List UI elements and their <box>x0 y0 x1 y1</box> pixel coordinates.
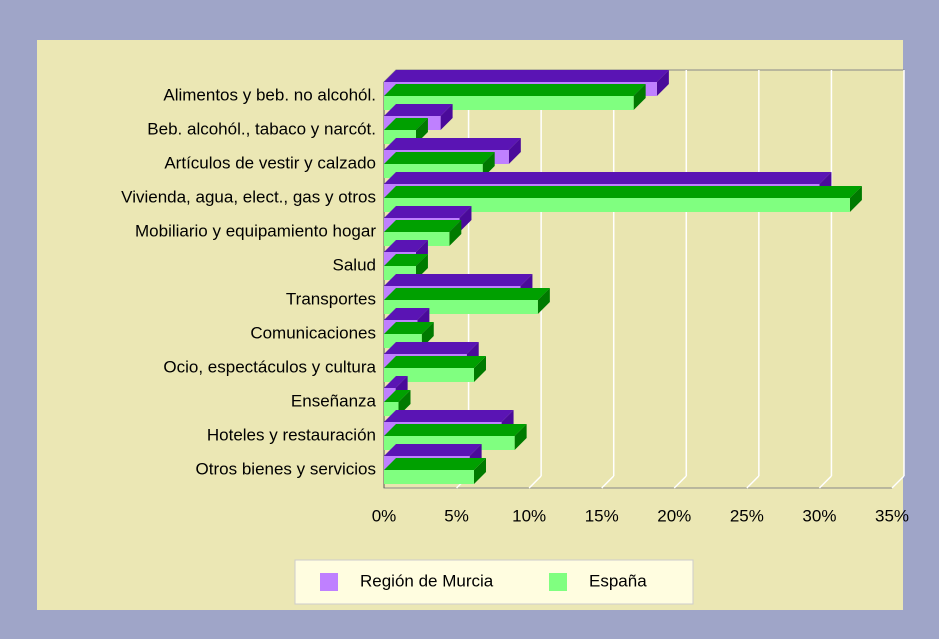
bar-side <box>656 70 669 96</box>
bar-top <box>384 288 550 300</box>
legend-swatch <box>320 573 338 591</box>
bar-side <box>421 322 434 348</box>
bar-side <box>415 118 428 144</box>
bar-top <box>384 308 430 320</box>
bar-side <box>514 424 527 450</box>
bar-side <box>508 138 521 164</box>
grid-floor <box>601 475 615 489</box>
grid-floor <box>891 475 905 489</box>
y-tick-label: Transportes <box>286 289 376 308</box>
bar-top <box>384 254 428 266</box>
x-tick-label: 35% <box>875 506 909 525</box>
bar-top <box>384 356 486 368</box>
bar-side <box>449 220 462 246</box>
y-tick-label: Otros bienes y servicios <box>196 459 376 478</box>
bar-side <box>473 356 486 382</box>
legend-label: España <box>589 571 647 590</box>
bar-top <box>384 342 479 354</box>
bar-top <box>384 138 521 150</box>
bar <box>384 388 396 402</box>
x-tick-label: 10% <box>512 506 546 525</box>
bar-top <box>384 206 472 218</box>
grid-floor <box>818 475 832 489</box>
bar-top <box>384 172 832 184</box>
y-tick-label: Mobiliario y equipamiento hogar <box>135 221 376 240</box>
bar-top <box>384 458 486 470</box>
grid-floor <box>673 475 687 489</box>
legend: Región de Murcia España <box>294 559 694 605</box>
y-tick-label: Salud <box>333 255 376 274</box>
bar-side <box>537 288 550 314</box>
bar-top <box>384 240 428 252</box>
legend-swatch <box>549 573 567 591</box>
x-tick-label: 30% <box>802 506 836 525</box>
y-tick-label: Vivienda, agua, elect., gas y otros <box>121 187 376 206</box>
bar <box>384 198 850 212</box>
bar-side <box>473 458 486 484</box>
bar-top <box>384 84 646 96</box>
bar-top <box>384 322 434 334</box>
x-tick-label: 0% <box>372 506 397 525</box>
bar-top <box>384 70 669 82</box>
bar-top <box>384 152 495 164</box>
y-tick-label: Hoteles y restauración <box>207 425 376 444</box>
x-tick-label: 5% <box>444 506 469 525</box>
bar-side <box>633 84 646 110</box>
bar-side <box>398 390 411 416</box>
bar-side <box>440 104 453 130</box>
bar-side <box>459 206 472 232</box>
y-tick-label: Alimentos y beb. no alcohól. <box>163 85 376 104</box>
bar <box>384 470 474 484</box>
x-tick-label: 20% <box>657 506 691 525</box>
grid-floor <box>746 475 760 489</box>
bar-top <box>384 444 482 456</box>
y-tick-label: Artículos de vestir y calzado <box>164 153 376 172</box>
bar-side <box>415 254 428 280</box>
bar-top <box>384 118 428 130</box>
bar-top <box>384 220 462 232</box>
bar-top <box>384 376 408 388</box>
legend-label: Región de Murcia <box>360 571 494 590</box>
x-tick-label: 25% <box>730 506 764 525</box>
bar-top <box>384 274 533 286</box>
bar-top <box>384 186 862 198</box>
y-tick-label: Comunicaciones <box>250 323 376 342</box>
bar-side <box>849 186 862 212</box>
y-tick-label: Beb. alcohól., tabaco y narcót. <box>147 119 376 138</box>
x-tick-label: 15% <box>585 506 619 525</box>
bar-side <box>482 152 495 178</box>
y-tick-label: Enseñanza <box>291 391 377 410</box>
bar-top <box>384 390 411 402</box>
legend-box <box>294 559 694 605</box>
bar-top <box>384 410 514 422</box>
y-tick-label: Ocio, espectáculos y cultura <box>163 357 376 376</box>
bar-top <box>384 104 453 116</box>
grid-floor <box>528 475 542 489</box>
bar-top <box>384 424 527 436</box>
